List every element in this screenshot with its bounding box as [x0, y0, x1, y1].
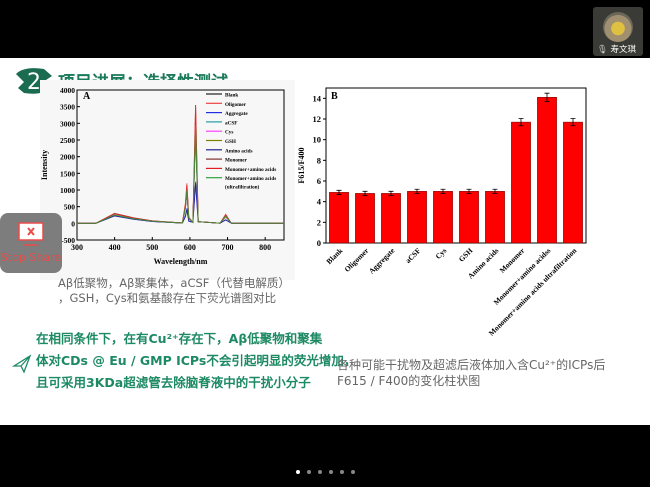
y-tick-label: 2: [317, 217, 321, 227]
y-tick-label: 3000: [60, 119, 75, 128]
page-indicator: [0, 470, 650, 474]
bar: [355, 193, 375, 244]
page-dot[interactable]: [306, 470, 311, 474]
page-dot[interactable]: [339, 470, 344, 474]
y-tick-label: 14: [313, 93, 322, 103]
bar: [485, 191, 505, 244]
page-dot[interactable]: [350, 470, 355, 474]
x-tick-label: 600: [184, 243, 196, 252]
legend-label: Cys: [225, 130, 233, 136]
y-tick-label: 4000: [60, 86, 75, 95]
x-tick-label: Blank: [324, 245, 345, 266]
stop-share-button[interactable]: Stop Share: [0, 213, 62, 273]
bar: [433, 191, 453, 244]
legend-label: GSH: [225, 139, 236, 145]
error-bar: [388, 190, 394, 196]
bar: [329, 192, 349, 244]
legend-label: (ultrafiltration): [225, 184, 260, 191]
x-tick-label: 400: [109, 243, 121, 252]
section-number: 2: [27, 70, 41, 95]
caption-a-line1: Aβ低聚物，Aβ聚集体，aCSF（代替电解质）: [58, 276, 290, 290]
legend-label: aCSF: [225, 120, 237, 126]
y-axis-label: Intensity: [40, 150, 49, 180]
legend-label: Oligomer: [225, 102, 247, 108]
y-tick-label: 500: [64, 203, 76, 212]
y-tick-label: 2500: [60, 136, 75, 145]
x-tick-label: GSH: [457, 246, 475, 264]
error-bar: [336, 189, 342, 195]
participant-name: 寿文琪: [610, 45, 637, 55]
avatar: [603, 12, 633, 42]
y-tick-label: 6: [317, 176, 321, 186]
x-tick-label: 800: [259, 243, 271, 252]
x-tick-label: aCSF: [403, 246, 422, 265]
x-tick-label: 500: [146, 243, 158, 252]
y-axis-label: F615/F400: [297, 148, 306, 184]
caption-a-line2: ，GSH，Cys和氨基酸存在下荧光谱图对比: [58, 291, 277, 305]
error-bar: [466, 188, 472, 194]
series-line: [77, 183, 285, 224]
bar: [511, 121, 531, 244]
error-bar: [362, 190, 368, 196]
bar: [459, 191, 479, 244]
spectrum-chart: 300 400 500 600 700 800 -500 0 500 1000 1500 2000 25…: [40, 80, 295, 280]
x-axis-label: Wavelength/nm: [154, 257, 208, 266]
screen-stop-icon: [18, 222, 44, 246]
y-tick-label: 12: [313, 114, 322, 124]
paper-plane-icon: [12, 354, 32, 374]
y-tick-label: 10: [313, 135, 322, 145]
y-tick-label: 4: [317, 197, 322, 207]
y-tick-label: -500: [61, 236, 75, 245]
legend-label: Amino acids: [225, 148, 253, 154]
bar: [381, 193, 401, 244]
plot-frame: [76, 89, 285, 241]
bar: [563, 121, 583, 244]
bar: [407, 191, 427, 244]
page-dot[interactable]: [295, 470, 300, 474]
stop-share-label: Stop Share: [0, 251, 62, 264]
page-dot[interactable]: [328, 470, 333, 474]
legend-label: Aggregate: [225, 111, 248, 117]
error-bar: [544, 92, 550, 102]
slide: 2 项目进展：选择性测试 300400500600700800-50005001…: [0, 58, 650, 425]
legend-label: Monomer+amino acids: [225, 176, 276, 182]
error-bar: [414, 188, 420, 194]
y-tick-label: 8: [317, 155, 321, 165]
error-bar: [440, 188, 446, 194]
y-tick-label: 1500: [60, 169, 75, 178]
y-tick-label: 0: [71, 219, 75, 228]
caption-b-line2: F615 / F400的变化柱状图: [337, 374, 481, 388]
panel-label: A: [83, 91, 91, 102]
y-tick-label: 2000: [60, 153, 75, 162]
plot-frame: [325, 87, 587, 244]
error-bar: [570, 118, 576, 127]
y-tick-label: 0: [317, 238, 321, 248]
error-bar: [492, 188, 498, 194]
x-tick-label: 300: [71, 243, 83, 252]
legend-label: Blank: [225, 93, 238, 99]
x-tick-label: 700: [222, 243, 234, 252]
conclusion-line1: 在相同条件下，在有Cu²⁺存在下，Aβ低聚物和聚集: [36, 331, 323, 346]
chart-background: [40, 80, 295, 280]
legend-label: Monomer: [225, 158, 248, 164]
y-tick-label: 3500: [60, 103, 75, 112]
y-tick-label: 1000: [60, 186, 75, 195]
caption-b-line1: 各种可能干扰物及超滤后液体加入含Cu²⁺的ICPs后: [337, 358, 606, 372]
microphone-icon: 🎙: [597, 45, 608, 55]
error-bar: [518, 118, 524, 127]
panel-label: B: [331, 91, 338, 102]
conclusion-line3: 且可采用3KDa超滤管去除脑脊液中的干扰小分子: [36, 375, 311, 390]
bar: [537, 97, 557, 244]
participant-tile[interactable]: 🎙 寿文琪: [593, 7, 643, 56]
series-line: [77, 124, 285, 224]
legend-label: Monomer+amino acids: [225, 167, 276, 173]
x-tick-label: Aggregate: [367, 246, 397, 276]
conclusion-line2: 体对CDs @ Eu / GMP ICPs不会引起明显的荧光增加，: [36, 353, 357, 368]
page-dot[interactable]: [317, 470, 322, 474]
x-tick-label: Cys: [433, 246, 448, 261]
